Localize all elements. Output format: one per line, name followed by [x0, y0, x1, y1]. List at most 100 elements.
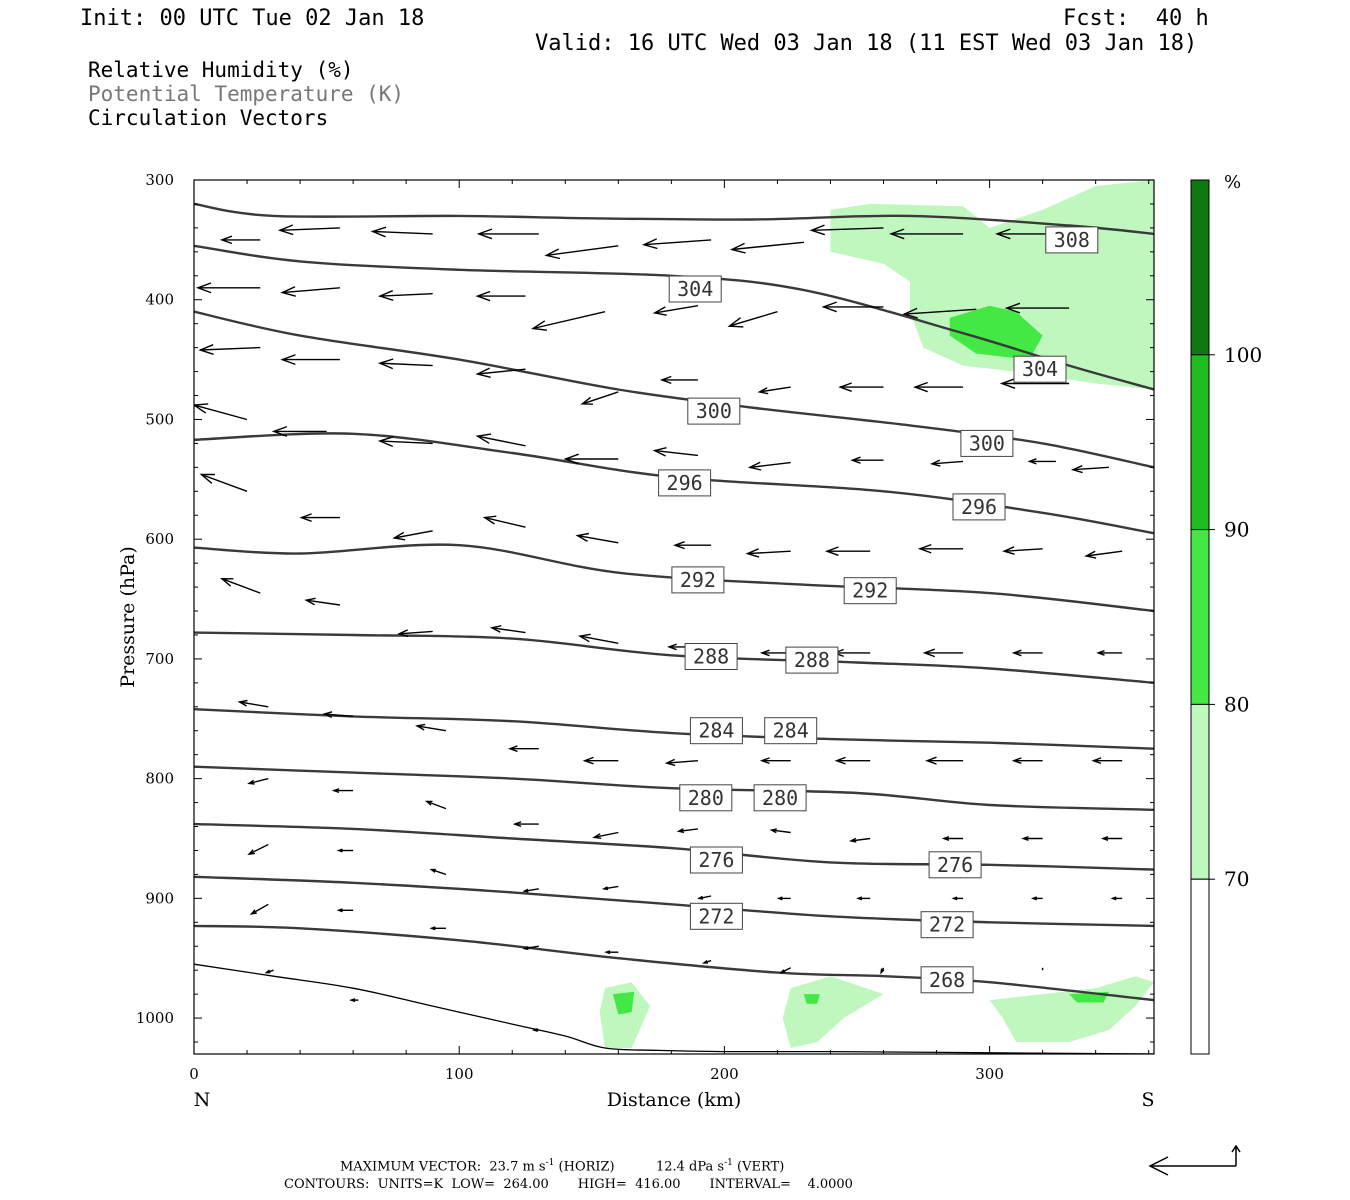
circulation-vector [377, 436, 433, 448]
circulation-vector [1011, 649, 1043, 657]
contour-label: 272 [920, 911, 974, 939]
circulation-vector [280, 286, 340, 297]
colorbar-segment [1190, 703, 1210, 880]
theta-contour-268 [194, 924, 1154, 1002]
rh-region-80 [803, 994, 820, 1004]
circulation-vector [336, 848, 354, 853]
circulation-vector [745, 548, 791, 558]
circulation-vector [1070, 465, 1109, 474]
circulation-vector [832, 648, 871, 658]
contour-label-text: 268 [929, 968, 965, 992]
circulation-vector [247, 843, 269, 856]
circulation-vector [1110, 896, 1123, 901]
circulation-vector [652, 305, 699, 316]
axis-ticks: 300 400 500 600 700 800 900 1000 0 100 200 300 [136, 171, 1154, 1083]
x-axis-label: Distance (km) [607, 1089, 742, 1111]
circulation-vector [1002, 546, 1043, 555]
contour-label-text: 276 [937, 853, 973, 877]
circulation-vector [370, 226, 433, 238]
contour-label: 292 [671, 566, 725, 594]
contour-label-text: 300 [969, 431, 1005, 455]
contour-labels: 308 304 304 300 300 296 296 292 292 288 288 284 284 2… [658, 226, 1099, 994]
horiz-unit: (HORIZ) [558, 1159, 615, 1175]
circulation-vector [415, 723, 447, 732]
circulation-vector [821, 301, 884, 313]
circulation-vector [475, 290, 526, 302]
x-tick-label: 300 [975, 1065, 1004, 1083]
circulation-vector [925, 756, 964, 765]
circulation-vector [198, 344, 261, 355]
y-tick-label: 400 [145, 291, 174, 309]
contour-label: 276 [928, 851, 982, 879]
circulation-vector [577, 633, 619, 644]
circulation-vector [659, 375, 698, 385]
theta-contour-308 [194, 202, 1154, 236]
circulation-vector [856, 896, 871, 901]
circulation-vector [641, 238, 712, 250]
circulation-vector [563, 453, 619, 465]
x-tick-label: 100 [445, 1065, 474, 1083]
circulation-vector [769, 828, 791, 834]
rh-region-80 [949, 305, 1043, 360]
forecast-hour: Fcst: 40 h [1063, 6, 1209, 31]
contour-label-text: 308 [1054, 228, 1090, 252]
circulation-vector [512, 821, 539, 828]
north-label: N [194, 1089, 211, 1111]
circulation-vector [429, 926, 446, 931]
theta-contour-272 [194, 875, 1154, 928]
circulation-vector [219, 577, 261, 594]
circulation-vector [277, 224, 340, 236]
legend-theta: Potential Temperature (K) [88, 82, 405, 106]
circulation-vector [264, 969, 274, 974]
circulation-vector [697, 895, 712, 900]
circulation-vector [531, 311, 606, 331]
circulation-vector [673, 541, 712, 550]
circulation-vector [489, 625, 526, 634]
contour-label-text: 280 [762, 786, 798, 810]
y-tick-label: 600 [145, 530, 174, 548]
contour-label: 280 [753, 784, 807, 812]
circulation-vector [1096, 649, 1123, 656]
circulation-vector [249, 903, 269, 915]
colorbar-level: 70 [1224, 867, 1249, 891]
vert-exponent: -1 [724, 1158, 733, 1168]
circulation-vector [727, 311, 778, 328]
circulation-vector [922, 648, 964, 658]
rh-region-80 [613, 991, 635, 1015]
contour-label-text: 304 [1022, 357, 1058, 381]
horiz-exponent: -1 [545, 1158, 555, 1168]
contour-label: 284 [764, 717, 818, 745]
x-tick-label: 200 [710, 1065, 739, 1083]
circulation-vector [889, 228, 964, 240]
max-vert-value: 12.4 dPa s [655, 1159, 725, 1175]
contour-label-text: 284 [698, 719, 734, 743]
circulation-vector [299, 513, 340, 522]
max-vector-line: MAXIMUM VECTOR: 23.7 m s-1 (HORIZ) 12.4 … [340, 1158, 784, 1174]
circulation-vector [951, 896, 964, 901]
rh-region-70 [599, 982, 651, 1048]
contour-info: CONTOURS: UNITS=K LOW= 264.00 HIGH= 416.… [284, 1177, 853, 1192]
circulation-vector [349, 998, 359, 1003]
circulation-vector [1091, 757, 1123, 765]
circulation-vector [601, 885, 619, 891]
colorbar-level: 80 [1224, 692, 1249, 716]
theta-contour-292 [194, 543, 1154, 613]
circulation-vector [929, 459, 964, 467]
circulation-vector [424, 800, 447, 810]
circulation-vector [377, 358, 433, 370]
colorbar-level: 100 [1224, 343, 1262, 367]
contour-label-text: 292 [852, 579, 888, 603]
y-tick-label: 900 [145, 889, 174, 907]
circulation-vector [377, 290, 433, 301]
contour-label: 280 [679, 784, 733, 812]
contour-label-text: 284 [773, 719, 809, 743]
legend-vectors: Circulation Vectors [88, 106, 329, 130]
circulation-vector [219, 235, 261, 245]
max-horiz-value: 23.7 m s [489, 1159, 546, 1175]
contour-label: 292 [843, 577, 897, 605]
south-label: S [1141, 1089, 1154, 1111]
contour-label-text: 300 [696, 399, 732, 423]
circulation-vector [522, 945, 539, 951]
theta-contour-288 [194, 631, 1154, 684]
